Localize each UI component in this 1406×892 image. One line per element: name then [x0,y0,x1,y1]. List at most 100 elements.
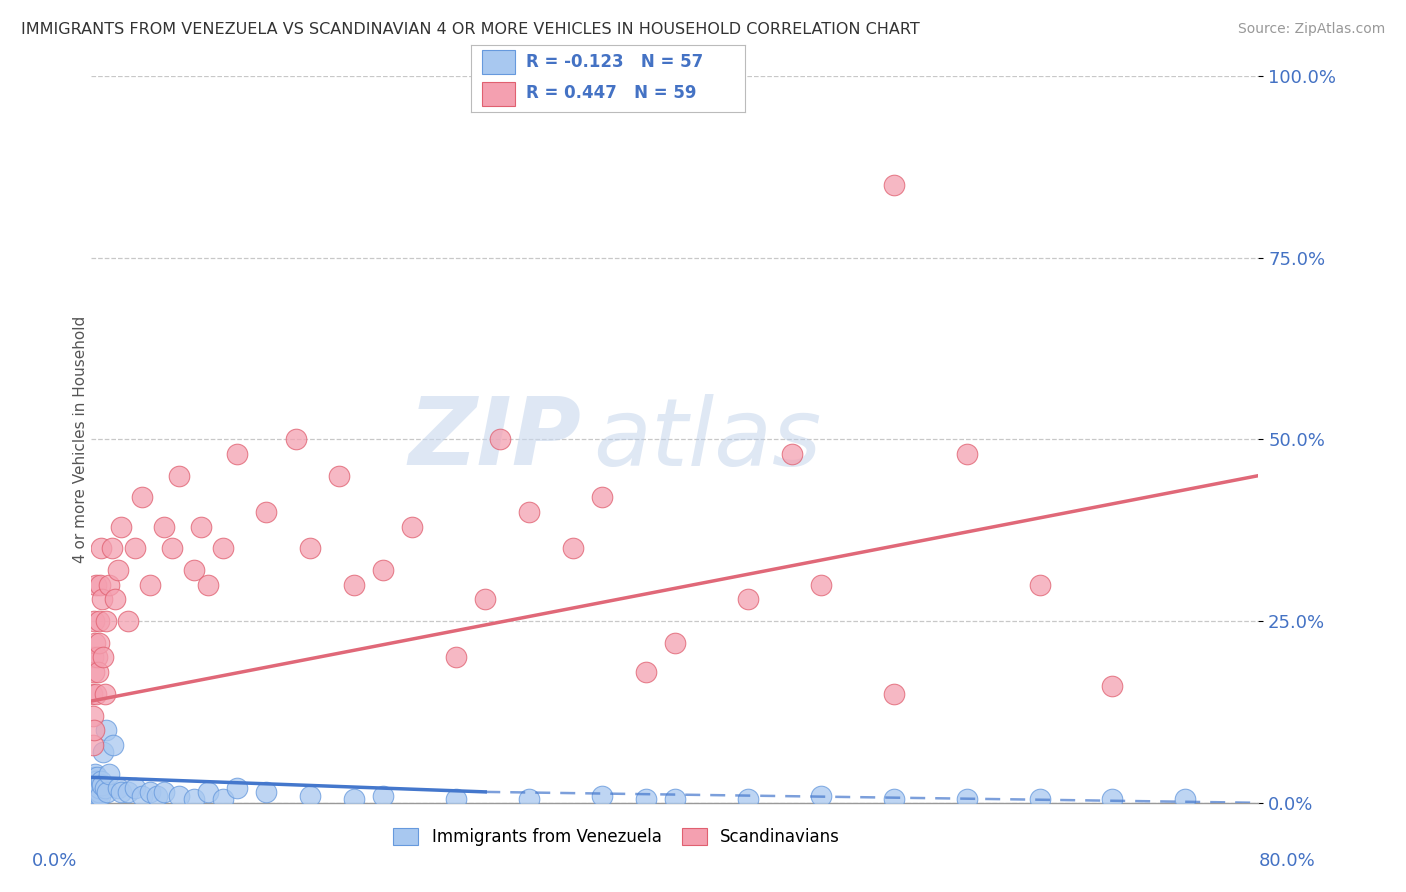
Point [197,578,219,592]
Point [82,687,104,701]
Point [131,491,153,505]
Point [94,723,117,737]
Point [883,687,905,701]
Point [82,778,104,792]
Point [90,774,112,789]
Point [89,781,111,796]
Point [82,785,104,799]
Text: IMMIGRANTS FROM VENEZUELA VS SCANDINAVIAN 4 OR MORE VEHICLES IN HOUSEHOLD CORREL: IMMIGRANTS FROM VENEZUELA VS SCANDINAVIA… [21,22,920,37]
Point [84,774,107,789]
Point [131,789,153,803]
Point [146,789,169,803]
Point [87,778,110,792]
Point [83,770,105,784]
Point [634,792,657,806]
Point [810,578,832,592]
Point [737,792,759,806]
Point [226,447,249,461]
Point [517,792,540,806]
Point [153,785,176,799]
Point [371,563,394,577]
Point [87,785,110,799]
Point [489,432,512,446]
Y-axis label: 4 or more Vehicles in Household: 4 or more Vehicles in Household [73,316,87,563]
Point [211,792,233,806]
Point [84,778,107,792]
Point [591,789,613,803]
Point [89,789,111,803]
Legend: Immigrants from Venezuela, Scandinavians: Immigrants from Venezuela, Scandinavians [387,822,846,853]
Point [96,785,118,799]
Point [284,432,307,446]
Point [82,650,104,665]
Point [104,592,127,607]
Point [167,789,190,803]
Point [256,505,278,519]
Point [138,578,162,592]
Point [664,792,686,806]
Point [83,614,105,628]
Point [226,781,249,796]
Point [883,178,905,192]
Point [1101,792,1123,806]
Point [87,665,110,679]
Point [124,541,146,556]
Point [84,766,107,780]
Point [810,789,832,803]
Point [780,447,803,461]
Point [82,708,104,723]
Point [84,785,107,799]
Point [97,578,120,592]
Point [444,650,467,665]
Point [86,785,108,799]
Point [91,650,114,665]
Point [256,785,278,799]
Point [107,781,129,796]
Text: R = 0.447   N = 59: R = 0.447 N = 59 [526,85,696,103]
Point [299,541,322,556]
Point [591,491,613,505]
Point [1028,578,1050,592]
Point [956,792,979,806]
Point [634,665,657,679]
Point [93,687,115,701]
Point [110,519,132,533]
Point [190,519,212,533]
Point [117,785,139,799]
Point [343,578,366,592]
Point [94,614,117,628]
Point [299,789,322,803]
Point [183,792,205,806]
Point [183,563,205,577]
Point [211,541,233,556]
Point [474,592,496,607]
Point [124,781,146,796]
Point [664,636,686,650]
Point [86,781,108,796]
Point [86,578,108,592]
Point [561,541,583,556]
Text: 80.0%: 80.0% [1260,852,1316,870]
Text: R = -0.123   N = 57: R = -0.123 N = 57 [526,53,703,71]
Point [103,738,125,752]
Text: atlas: atlas [593,393,821,485]
Point [1174,792,1197,806]
Point [87,614,110,628]
Bar [482,82,515,106]
Point [883,792,905,806]
Point [83,665,105,679]
Point [84,687,107,701]
Point [737,592,759,607]
Point [1028,792,1050,806]
Point [91,745,114,759]
Point [328,468,350,483]
Point [82,738,104,752]
Text: ZIP: ZIP [409,393,582,485]
Point [153,519,176,533]
Point [86,789,108,803]
Point [83,781,105,796]
Point [84,636,107,650]
Point [107,563,129,577]
Point [371,789,394,803]
Point [1101,680,1123,694]
